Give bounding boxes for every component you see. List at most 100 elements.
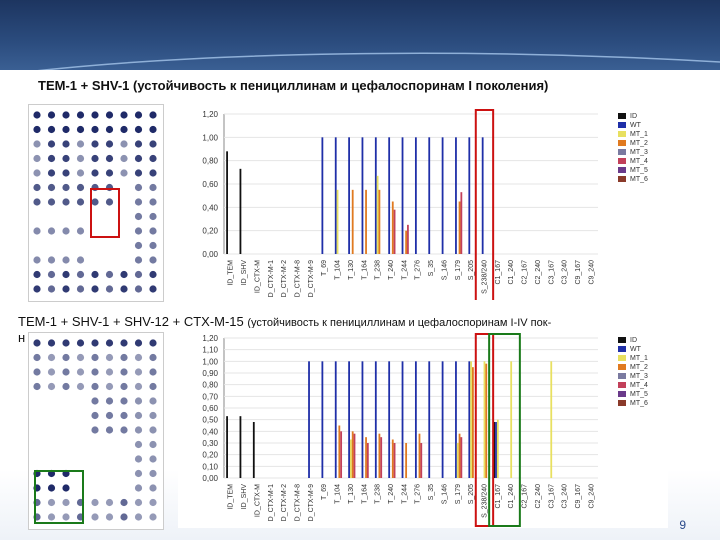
- array-spot: [134, 382, 143, 391]
- array-spot: [134, 111, 143, 119]
- array-spot: [120, 270, 128, 279]
- x-tick-label: C2_240: [535, 260, 542, 285]
- array-spot: [120, 426, 128, 434]
- legend-label: MT_3: [630, 373, 648, 380]
- array-spot: [105, 198, 114, 206]
- array-spot: [62, 198, 70, 206]
- array-spot: [149, 183, 157, 192]
- array-spot: [134, 227, 143, 235]
- bar-mt_1-c1_167: [496, 419, 499, 478]
- array-spot: [105, 140, 114, 148]
- legend-label: MT_3: [630, 149, 648, 156]
- array-spot: [91, 353, 99, 362]
- bar-mt_1-s_179: [456, 443, 459, 478]
- array-spot: [134, 198, 143, 206]
- array-spot: [91, 339, 99, 347]
- bar-wt-t_104: [334, 361, 337, 478]
- x-tick-label: D_CTX-M-9: [308, 260, 315, 297]
- array-spot: [47, 198, 56, 206]
- array-spot: [76, 125, 85, 134]
- bar-wt-t_238: [374, 361, 377, 478]
- legend-label: ID: [630, 337, 637, 344]
- bar-wt-t_69: [321, 361, 324, 478]
- x-tick-label: D_CTX-M-2: [281, 260, 288, 297]
- array-spot: [105, 368, 114, 376]
- legend-swatch: [618, 131, 626, 137]
- array-spot: [105, 382, 114, 391]
- bar-wt-t_164: [361, 361, 364, 478]
- array-spot: [120, 411, 128, 420]
- bar-mt_1-c1_240: [510, 361, 513, 478]
- legend-swatch: [618, 122, 626, 128]
- legend-swatch: [618, 176, 626, 182]
- bar-wt-t_164: [361, 137, 364, 254]
- array-spot: [149, 285, 157, 293]
- legend-label: MT_1: [630, 355, 648, 362]
- x-tick-label: S_35: [428, 484, 435, 500]
- bar-mt_4-t_244: [407, 224, 409, 254]
- bar-mt_2-s_205: [472, 367, 474, 478]
- x-tick-label: T_276: [415, 260, 422, 280]
- array-spot: [47, 256, 56, 264]
- array-spot: [76, 368, 85, 376]
- array-spot: [62, 382, 70, 391]
- array-spot: [76, 339, 85, 347]
- x-tick-label: D_CTX-M-2: [281, 484, 288, 521]
- array-spot: [120, 169, 128, 177]
- array-spot: [47, 227, 56, 235]
- y-tick-label: 1,20: [202, 110, 218, 119]
- microarray-image-1: [28, 104, 164, 302]
- array-spot: [105, 270, 114, 279]
- bar-id-c1_167: [493, 422, 496, 478]
- bar-wt-t_240: [388, 137, 391, 254]
- array-spot: [91, 140, 99, 148]
- bar-wt-t_276: [414, 137, 417, 254]
- array-spot: [91, 513, 99, 521]
- bar-mt_1-c3_167: [550, 361, 553, 478]
- bar-wt-s_146: [441, 361, 444, 478]
- bar-id-id_shv: [239, 168, 242, 254]
- array-spot: [105, 169, 114, 177]
- array-spot: [62, 368, 70, 376]
- x-tick-label: C3_240: [562, 484, 569, 509]
- array-spot: [47, 183, 56, 192]
- array-spot: [76, 154, 85, 163]
- legend-swatch: [618, 140, 626, 146]
- legend-swatch: [618, 149, 626, 155]
- legend-swatch: [618, 337, 626, 343]
- array-spot: [120, 111, 128, 119]
- bar-mt_2-t_276: [418, 433, 421, 478]
- array-spot: [62, 140, 70, 148]
- x-tick-label: T_276: [415, 484, 422, 504]
- array-spot: [33, 368, 41, 376]
- bar-mt_4-s_179: [460, 437, 463, 478]
- chart-2: 0,00 0,10 0,20 0,30 0,40 0,50 0,60 0,70 0,80 0,90…: [202, 333, 648, 527]
- bar-id-id_tem: [226, 416, 228, 478]
- bar-wt-s_179: [455, 137, 457, 254]
- bar-wt-t_240: [388, 361, 391, 478]
- array-spot: [120, 140, 128, 148]
- x-tick-label: T_244: [401, 484, 408, 504]
- bar-wt-t_244: [401, 137, 404, 254]
- x-tick-label: T_69: [321, 484, 328, 500]
- x-tick-label: T_164: [361, 260, 368, 280]
- array-spot: [33, 353, 41, 362]
- array-spot: [76, 382, 85, 391]
- y-tick-label: 0,60: [202, 180, 218, 189]
- highlight-box-green: [488, 333, 521, 527]
- x-tick-label: D_CTX-M-1: [268, 260, 275, 297]
- array-spot: [47, 339, 56, 347]
- bar-mt_4-t_130: [353, 433, 356, 478]
- array-spot: [120, 125, 128, 134]
- array-spot: [149, 411, 157, 420]
- bar-mt_2-t_164: [365, 189, 367, 254]
- array-spot: [149, 382, 157, 391]
- y-tick-label: 0,90: [202, 369, 218, 378]
- bar-mt_2-s_179: [458, 433, 461, 478]
- array-spot: [134, 140, 143, 148]
- array-spot: [76, 140, 85, 148]
- bar-mt_2-t_244: [405, 230, 408, 254]
- y-tick-label: 0,20: [202, 227, 218, 236]
- bar-mt_1-s_238/240: [483, 361, 486, 478]
- array-spot: [120, 285, 128, 293]
